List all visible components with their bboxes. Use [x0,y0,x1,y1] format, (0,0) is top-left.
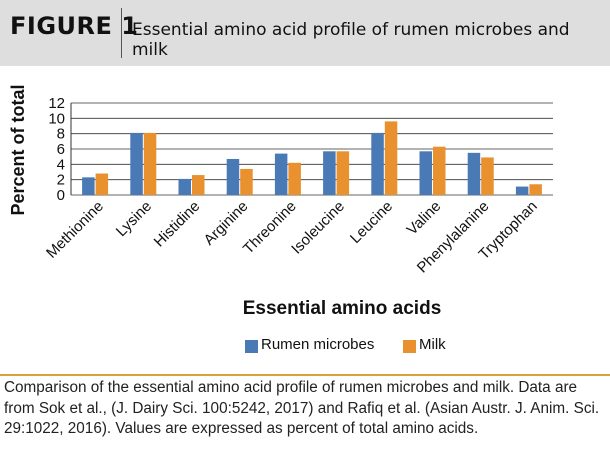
bar-milk [481,157,494,195]
bar-rumen-microbes [419,151,432,195]
y-axis-label: Percent of total [8,84,28,215]
x-tick-label: Isoleucine [288,198,348,258]
bar-rumen-microbes [274,153,288,195]
x-axis-label: Essential amino acids [243,298,442,319]
bar-milk [240,168,253,195]
bar-rumen-microbes [467,152,481,195]
legend-swatch-milk [403,340,416,353]
header-divider [121,8,122,58]
figure-title: Essential amino acid profile of rumen mi… [132,20,570,60]
y-tick-label: 4 [57,156,65,173]
y-tick-label: 0 [57,187,65,204]
bar-rumen-microbes [82,177,95,195]
legend-label-rumen-microbes: Rumen microbes [261,336,375,353]
bar-rumen-microbes [323,151,336,195]
bars [82,121,542,195]
x-tick-label: Lysine [113,198,155,240]
figure-caption: Comparison of the essential amino acid p… [4,379,600,437]
figure-label: FIGURE 1 [10,12,139,40]
y-tick-label: 2 [57,172,65,189]
y-tick-label: 10 [48,110,65,127]
bar-milk [433,146,446,195]
legend-swatch-rumen-microbes [245,340,258,353]
bar-rumen-microbes [178,178,191,195]
bar-rumen-microbes [130,132,143,195]
gridlines [71,102,553,196]
bar-rumen-microbes [515,186,529,195]
legend: Rumen microbes Milk [0,330,610,360]
bar-milk [95,173,109,195]
x-tick-label: Histidine [151,198,204,251]
x-tick-label: Leucine [347,198,396,247]
bar-milk [336,151,350,195]
bar-milk [143,132,157,195]
y-tick-label: 12 [48,95,65,112]
bar-rumen-microbes [226,158,240,195]
x-tick-label: Methionine [43,198,107,262]
bar-rumen-microbes [371,132,384,195]
y-tick-label: 6 [57,141,65,158]
bar-milk [288,162,301,195]
bar-milk [529,184,542,195]
bar-milk [384,121,398,195]
y-tick-label: 8 [57,126,65,143]
legend-label-milk: Milk [419,336,446,353]
figure-header: FIGURE 1 Essential amino acid profile of… [0,0,610,66]
caption-rule [0,374,610,376]
x-tick-label: Valine [404,198,445,239]
bar-milk [192,175,205,195]
